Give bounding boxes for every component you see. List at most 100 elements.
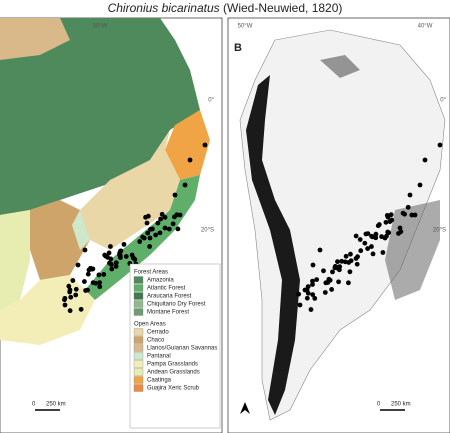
occurrence-point — [97, 284, 103, 290]
scale-label: 250 km — [391, 402, 411, 408]
legend-label: Pantanal — [147, 354, 171, 360]
occurrence-point — [397, 225, 403, 231]
occurrence-point — [386, 230, 392, 236]
map-b: B 50°W 40°W 0° 20°S 0 250 km — [227, 17, 450, 433]
legend-swatch — [133, 276, 144, 284]
occurrence-point — [123, 254, 129, 259]
occurrence-point — [405, 204, 411, 210]
scale-label: 0 — [377, 402, 381, 408]
occurrence-point — [329, 287, 335, 292]
title: Chironius bicarinatus (Wied-Neuwied, 182… — [108, 1, 343, 15]
occurrence-point — [67, 289, 73, 295]
occurrence-point — [385, 214, 391, 220]
occurrence-point — [90, 280, 96, 286]
occurrence-point — [336, 279, 341, 285]
occurrence-point — [62, 297, 67, 303]
occurrence-point — [117, 250, 123, 256]
pantanal — [72, 210, 90, 250]
occurrence-point — [187, 157, 193, 163]
occurrence-point — [162, 225, 168, 231]
occurrence-point — [310, 292, 316, 297]
occurrence-point — [330, 269, 335, 275]
occurrence-point — [346, 280, 351, 286]
graticule-label: 50°W — [93, 24, 108, 30]
graticule-label: 20°S — [433, 228, 446, 234]
occurrence-point — [174, 212, 180, 218]
occurrence-point — [297, 302, 303, 308]
occurrence-point — [343, 253, 349, 259]
occurrence-point — [82, 247, 88, 253]
occurrence-point — [353, 233, 359, 239]
occurrences-b — [296, 142, 443, 312]
occurrence-point — [339, 258, 345, 264]
occurrence-point — [369, 244, 374, 249]
occurrence-point — [96, 272, 102, 278]
occurrence-point — [106, 250, 112, 256]
map-a: 50°W 0° 20°S 0 250 km Forest Areas Amazon… — [0, 17, 223, 433]
occurrence-point — [73, 286, 79, 292]
occurrence-point — [308, 307, 314, 312]
occurrence-point — [310, 282, 315, 287]
legend-group-title: Open Areas — [134, 322, 166, 328]
occurrence-point — [398, 229, 404, 235]
occurrence-point — [384, 233, 389, 239]
scale-label: 0 — [32, 402, 36, 408]
occurrence-point — [407, 192, 413, 198]
occurrence-point — [322, 290, 328, 295]
occurrence-point — [82, 279, 87, 284]
occurrence-point — [97, 280, 103, 286]
occurrence-point — [66, 283, 72, 289]
cerrado — [80, 130, 180, 250]
occurrence-point — [365, 231, 371, 236]
occurrence-point — [141, 235, 147, 241]
legend-swatch — [133, 368, 144, 376]
occurrences-a — [62, 142, 208, 314]
occurrence-point — [437, 142, 443, 148]
occurrence-point — [321, 268, 326, 274]
occurrence-point — [402, 211, 408, 217]
legend-label: Guajira Xeric Scrub — [147, 386, 200, 392]
occurrence-point — [314, 277, 320, 282]
occurrence-point — [389, 217, 395, 223]
andean-grasslands — [0, 210, 30, 310]
occurrence-point — [162, 214, 168, 220]
graticule-label: 0° — [440, 98, 446, 104]
legend-swatch — [133, 328, 144, 336]
occurrence-point — [353, 256, 359, 261]
occurrence-point — [175, 226, 181, 232]
occurrence-point — [113, 260, 119, 266]
north-arrow — [240, 402, 250, 414]
legend-label: Pampa Grasslands — [147, 362, 198, 368]
occurrence-point — [150, 226, 155, 232]
occurrence-point — [348, 251, 353, 257]
occurrence-point — [101, 272, 107, 277]
occurrence-point — [121, 241, 127, 247]
legend-label: Llanos/Guianan Savannas — [147, 346, 217, 352]
legend-label: Araucaria Forest — [147, 294, 192, 300]
occurrence-point — [182, 182, 188, 188]
authority: (Wied-Neuwied, 1820) — [223, 1, 342, 15]
occurrence-point — [370, 234, 375, 240]
caatinga — [165, 110, 210, 180]
occurrence-point — [158, 216, 164, 222]
legend-group-title: Forest Areas — [134, 270, 168, 276]
scale-label: 250 km — [46, 402, 66, 408]
occurrence-point — [336, 267, 342, 273]
occurrence-point — [383, 219, 389, 225]
occurrence-point — [153, 232, 159, 238]
legend-swatch — [133, 344, 144, 352]
occurrence-point — [68, 294, 74, 300]
panel-label: B — [234, 42, 242, 54]
occurrence-point — [147, 244, 153, 249]
legend-swatch — [133, 376, 144, 384]
occurrence-point — [370, 251, 376, 257]
legend-swatch — [133, 352, 144, 360]
occurrence-point — [358, 248, 364, 254]
legend-label: Amazonia — [147, 278, 174, 284]
occurrence-point — [137, 239, 143, 244]
occurrence-point — [376, 222, 382, 227]
occurrence-point — [85, 271, 91, 277]
occurrence-point — [78, 306, 84, 312]
occurrence-point — [422, 157, 428, 163]
